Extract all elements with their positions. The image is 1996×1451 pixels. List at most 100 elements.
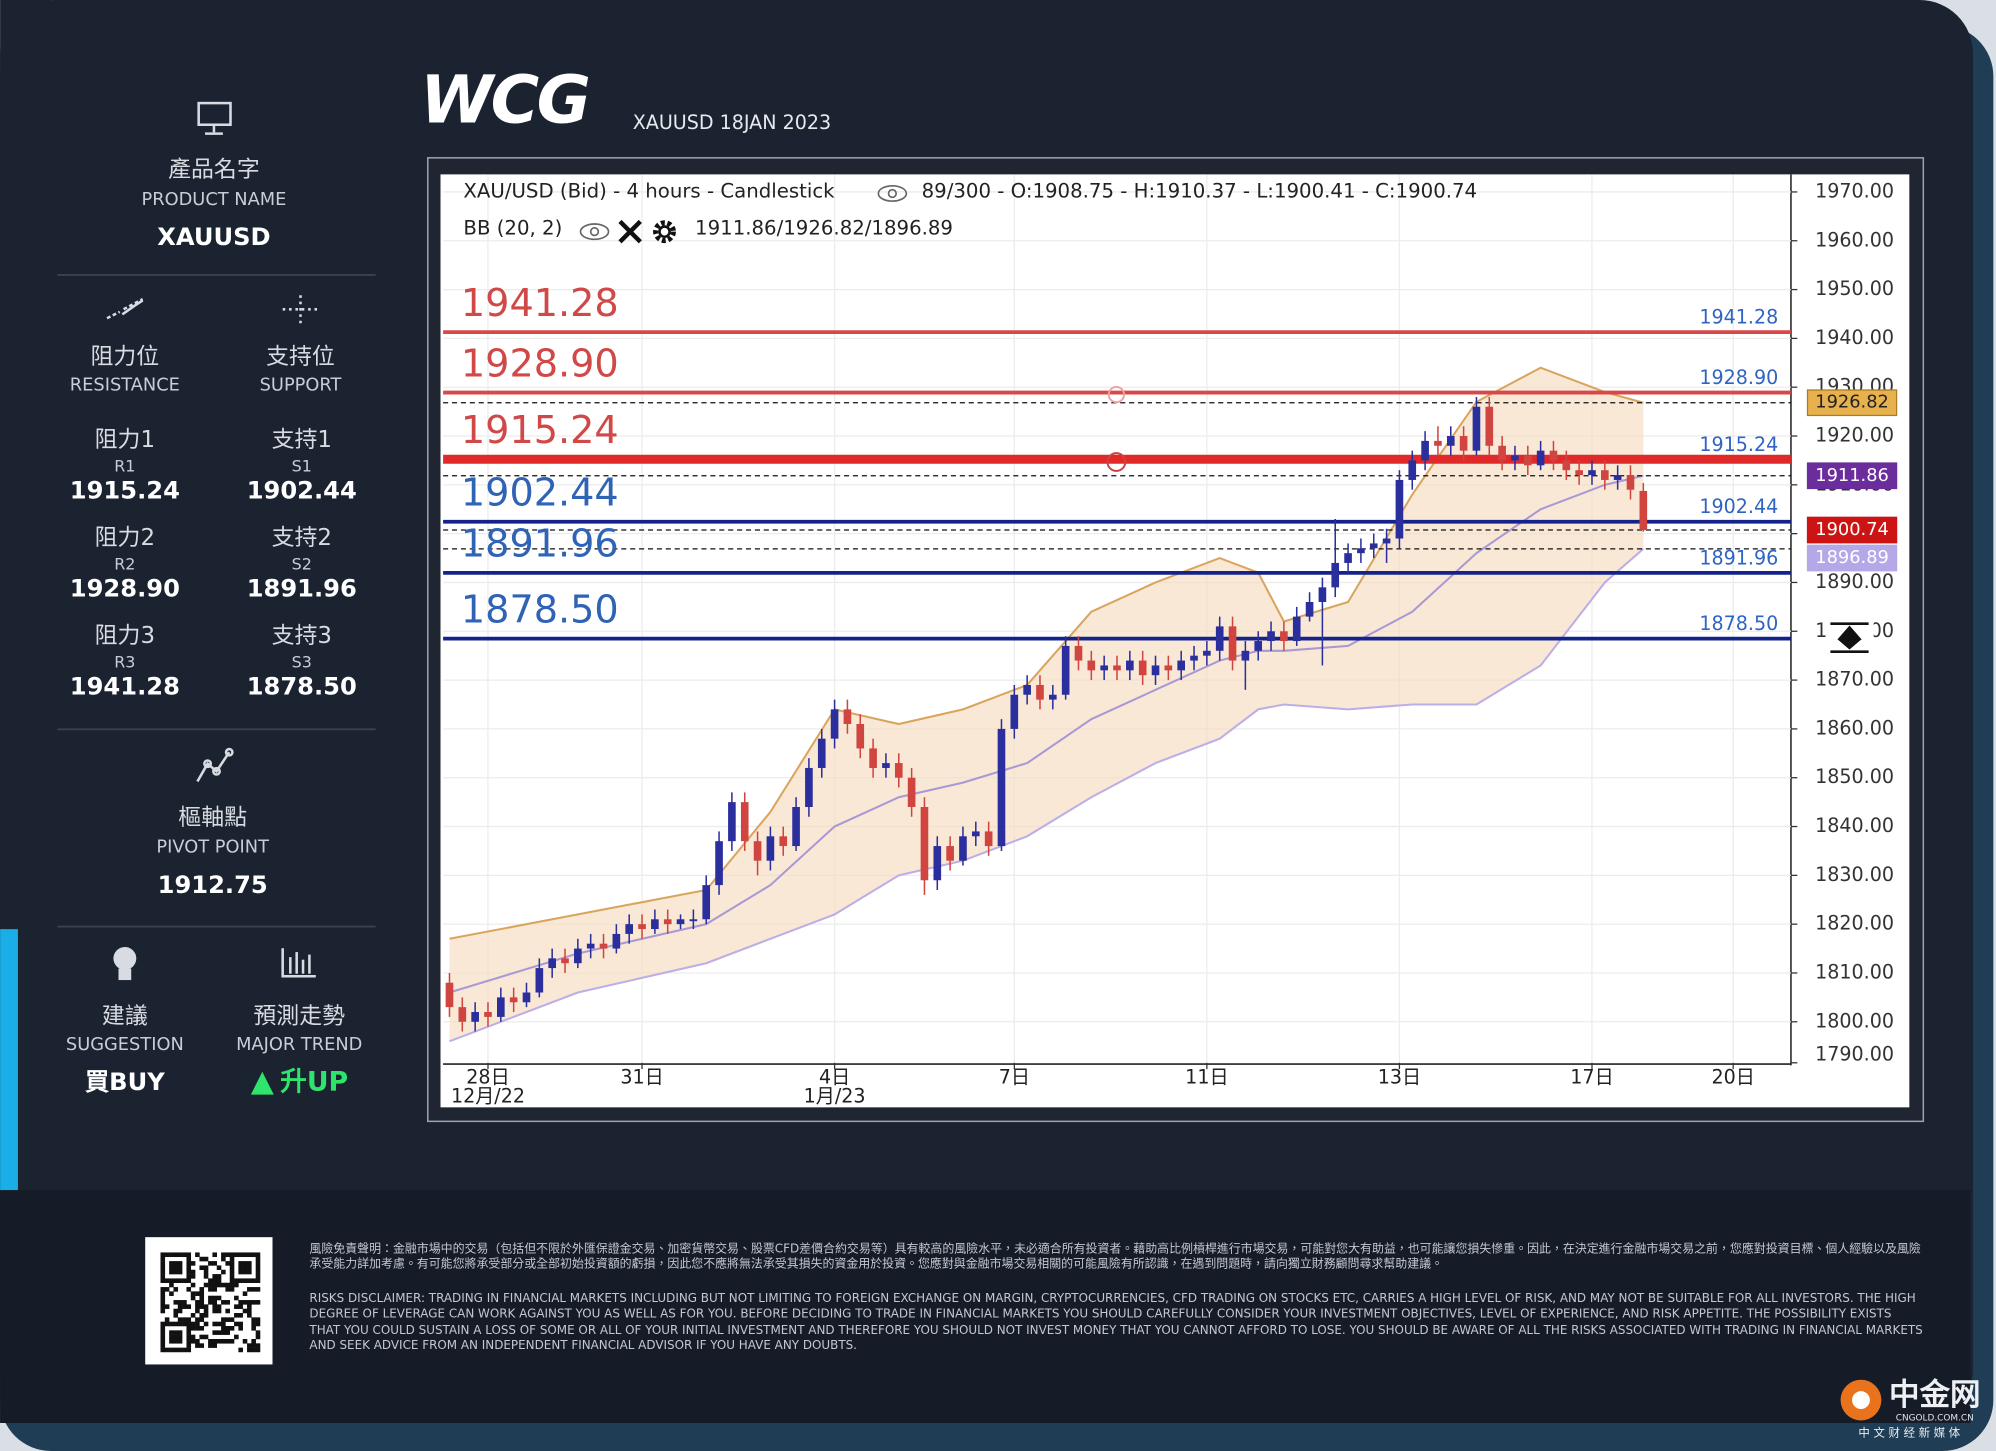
qr-cell [212, 1252, 218, 1258]
candle-body [894, 763, 903, 778]
qr-cell [221, 1252, 226, 1258]
qr-cell [238, 1269, 243, 1275]
qr-cell [255, 1269, 261, 1275]
candle-body [1536, 450, 1545, 466]
qr-cell [216, 1308, 222, 1314]
qr-cell [212, 1278, 218, 1283]
marker [1106, 452, 1127, 472]
candle-body [959, 836, 967, 861]
qr-cell [177, 1338, 183, 1344]
qr-cell [225, 1330, 230, 1335]
qr-cell [255, 1300, 261, 1305]
qr-cell [182, 1304, 187, 1309]
qr-cell [203, 1274, 209, 1279]
x-tick-label: 11日 [1185, 1066, 1228, 1089]
qr-cell [255, 1347, 261, 1353]
qr-cell [160, 1269, 166, 1275]
qr-cell [212, 1295, 218, 1301]
qr-cell [173, 1308, 179, 1314]
candle-body [946, 846, 954, 861]
qr-cell [229, 1338, 235, 1344]
qr-cell [203, 1304, 209, 1309]
qr-cell [225, 1326, 230, 1331]
band-lower [449, 548, 1644, 1043]
qr-cell [221, 1300, 226, 1305]
qr-cell [195, 1304, 200, 1309]
qr-cell [169, 1252, 174, 1258]
candle-body [1318, 587, 1327, 602]
label-cn: 阻力2 [95, 525, 155, 551]
qr-cell [182, 1278, 187, 1283]
qr-cell [199, 1326, 205, 1331]
qr-cell [229, 1261, 235, 1266]
qr-cell [247, 1343, 252, 1348]
candle-body [1421, 440, 1429, 461]
candle-body [843, 709, 852, 725]
candle-body [1074, 645, 1083, 661]
qr-cell [190, 1274, 196, 1279]
qr-cell [247, 1313, 252, 1318]
close-icon [618, 219, 642, 244]
qr-cell [186, 1321, 192, 1327]
candle-body [1190, 655, 1198, 661]
label-en: S1 [292, 457, 312, 476]
resistance-icon [106, 297, 144, 320]
qr-cell [173, 1265, 179, 1271]
qr-cell [225, 1308, 230, 1314]
label-en: R3 [114, 653, 135, 672]
candle-body [1087, 660, 1096, 671]
level-value: 1915.24 [70, 476, 180, 504]
candle-body [1292, 616, 1301, 642]
candle-body [497, 997, 505, 1017]
qr-cell [199, 1304, 205, 1309]
qr-cell [212, 1282, 218, 1288]
qr-cell [221, 1321, 226, 1327]
candle-body [984, 831, 993, 847]
qr-cell [255, 1287, 261, 1292]
brand-tagline: 中 文 财 经 新 媒 体 [1858, 1426, 1960, 1440]
candle-body [997, 728, 1006, 847]
qr-cell [195, 1326, 200, 1331]
price-badge-label: 1926.82 [1815, 392, 1889, 413]
qr-cell [247, 1265, 252, 1271]
qr-cell [169, 1282, 174, 1288]
x-tick-label: 4日 [819, 1066, 850, 1089]
marker [1107, 385, 1125, 404]
qr-cell [160, 1343, 166, 1348]
candle-body [1267, 631, 1275, 642]
qr-cell [238, 1252, 243, 1258]
candle-body [728, 802, 736, 842]
qr-cell [216, 1330, 222, 1335]
qr-cell [242, 1338, 248, 1344]
candle-body [1357, 548, 1365, 554]
month-label: 1月/23 [804, 1085, 866, 1108]
disclaimer: 風險免責聲明：金融市場中的交易（包括但不限於外匯保證金交易、加密貨幣交易、股票C… [309, 1242, 1922, 1353]
qr-cell [160, 1274, 166, 1279]
qr-cell [177, 1261, 183, 1266]
qr-cell [160, 1287, 166, 1292]
qr-cell [251, 1317, 256, 1322]
qr-cell [186, 1278, 192, 1283]
candle-body [1010, 694, 1019, 729]
qr-cell [173, 1278, 179, 1283]
price-badge-label: 1896.89 [1815, 547, 1889, 568]
y-tick-label: 1870.00 [1815, 668, 1894, 691]
qr-cell [164, 1304, 170, 1309]
qr-cell [182, 1321, 187, 1327]
qr-cell [225, 1317, 230, 1322]
qr-cell [216, 1274, 222, 1279]
band-middle [449, 474, 1644, 994]
qr-cell [186, 1317, 192, 1322]
level-value: 1941.28 [70, 672, 180, 700]
plot-area [443, 174, 1791, 1063]
candle-body [638, 924, 646, 930]
qr-cell [208, 1300, 213, 1305]
qr-cell [229, 1278, 235, 1283]
qr-cell [160, 1261, 166, 1266]
qr-cell [221, 1256, 226, 1262]
y-tick-label: 1810.00 [1815, 960, 1894, 983]
chart-info: 89/300 - O:1908.75 - H:1910.37 - L:1900.… [922, 180, 1477, 203]
qr-cell [164, 1278, 170, 1283]
qr-cell [186, 1287, 192, 1292]
candle-body [1177, 660, 1186, 671]
